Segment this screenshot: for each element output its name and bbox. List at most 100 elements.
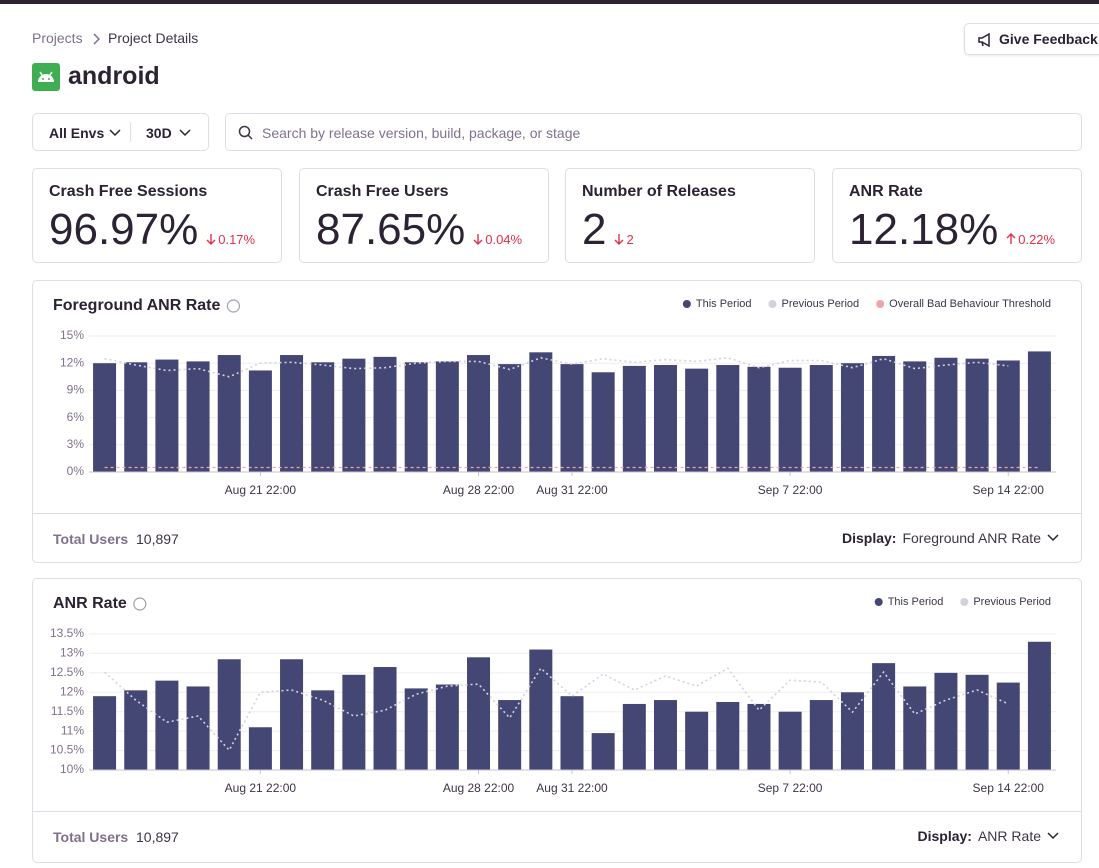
bar: [560, 696, 584, 770]
bar: [529, 649, 553, 770]
display-value: Foreground ANR Rate: [902, 530, 1041, 546]
card-change-value: 0.22%: [1018, 232, 1056, 247]
card-value: 87.65%: [316, 205, 466, 254]
feedback-label: Give Feedback: [999, 31, 1098, 47]
bar: [93, 696, 117, 770]
display-selector[interactable]: Display: ANR Rate: [918, 828, 1060, 844]
x-tick-label: Aug 31 22:00: [536, 483, 608, 497]
arrow-path: [614, 234, 624, 245]
bar: [934, 672, 958, 770]
breadcrumb-link[interactable]: Projects: [32, 30, 83, 46]
bar: [342, 358, 366, 472]
bar: [653, 700, 677, 770]
footer-label: Total Users: [53, 531, 129, 547]
y-tick-label: 15%: [60, 328, 84, 342]
card-change-value: 0.17%: [218, 232, 256, 247]
feedback-button[interactable]: Give Feedback: [964, 23, 1099, 55]
bar: [435, 361, 459, 472]
breadcrumb-current: Project Details: [108, 30, 199, 46]
y-tick-label: 12%: [60, 355, 84, 369]
help-icon: [226, 299, 241, 313]
top-bar: [0, 0, 1099, 4]
chart-panel: ANR Rate Previous Period This Period 10% 10.…: [32, 578, 1082, 863]
chevron: [179, 129, 191, 137]
bar: [903, 361, 927, 472]
android-icon: [32, 63, 60, 91]
bar: [1027, 641, 1051, 770]
bar: [1027, 351, 1051, 472]
bar: [965, 674, 989, 770]
period-filter[interactable]: 30D: [146, 125, 172, 141]
bar: [872, 663, 896, 770]
y-tick-label: 0%: [67, 464, 85, 478]
bar: [560, 364, 584, 472]
card-value: 2: [582, 205, 607, 254]
x-tick-label: Aug 28 22:00: [443, 483, 515, 497]
bar: [373, 667, 397, 770]
chart-title: Foreground ANR Rate: [53, 297, 221, 314]
arrow-path: [473, 234, 483, 245]
x-tick-label: Aug 21 22:00: [225, 781, 297, 795]
bar: [248, 370, 272, 472]
card-value-row: 87.65% 0.04%: [316, 205, 522, 255]
bar: [965, 358, 989, 472]
bar: [653, 365, 677, 472]
env-filter[interactable]: All Envs: [49, 125, 105, 141]
legend-marker: [682, 300, 691, 308]
legend-marker: [960, 598, 969, 606]
bar: [467, 657, 491, 770]
legend-label: This Period: [888, 596, 944, 608]
bar: [280, 355, 304, 472]
card-change-value: 0.04%: [485, 232, 523, 247]
legend-label: Previous Period: [973, 596, 1051, 608]
chevron-path: [1047, 534, 1059, 542]
help-icon: [133, 597, 147, 611]
bar: [685, 368, 709, 472]
bar: [373, 356, 397, 472]
y-tick-label: 13%: [60, 646, 84, 660]
bar: [155, 680, 179, 770]
bar: [591, 733, 615, 770]
x-tick-label: Aug 28 22:00: [443, 781, 515, 795]
chevron: [1047, 534, 1059, 542]
bar: [248, 727, 272, 770]
card-value-row: 12.18% 0.22%: [849, 205, 1055, 255]
arrow-path: [206, 234, 216, 245]
card-change: 2: [614, 232, 634, 247]
bar: [435, 684, 459, 770]
card-title: Crash Free Sessions: [49, 183, 208, 200]
x-tick-label: Sep 14 22:00: [973, 483, 1045, 497]
legend-marker: [768, 300, 777, 308]
bar: [186, 686, 210, 770]
legend-label: Previous Period: [782, 298, 860, 310]
footer-label: Total Users: [53, 829, 129, 845]
bar: [778, 711, 802, 770]
search-icon: [238, 125, 253, 140]
card-change: 0.04%: [473, 232, 522, 247]
chevron: [109, 129, 121, 137]
bar: [778, 367, 802, 472]
bar: [840, 363, 864, 472]
chart: ANR Rate Previous Period This Period 10% 10.…: [50, 595, 1056, 795]
bar: [809, 700, 833, 770]
bar: [404, 362, 428, 472]
bar: [747, 703, 771, 770]
display-label: Display:: [842, 530, 897, 546]
card-title: ANR Rate: [849, 183, 923, 200]
bar: [311, 362, 335, 472]
y-tick-label: 11%: [61, 723, 84, 737]
display-value: ANR Rate: [977, 828, 1041, 844]
search-box[interactable]: Search by release version, build, packag…: [225, 113, 1082, 151]
bar: [217, 355, 241, 472]
trend-arrow: [206, 234, 216, 245]
y-tick-label: 12%: [60, 684, 84, 698]
breadcrumb-chevron: [93, 33, 101, 45]
card-title: Number of Releases: [582, 183, 736, 200]
bar: [529, 352, 553, 472]
bar: [311, 690, 335, 770]
bar: [716, 702, 740, 770]
legend-label: This Period: [696, 298, 752, 310]
display-selector[interactable]: Display: Foreground ANR Rate: [842, 530, 1059, 546]
